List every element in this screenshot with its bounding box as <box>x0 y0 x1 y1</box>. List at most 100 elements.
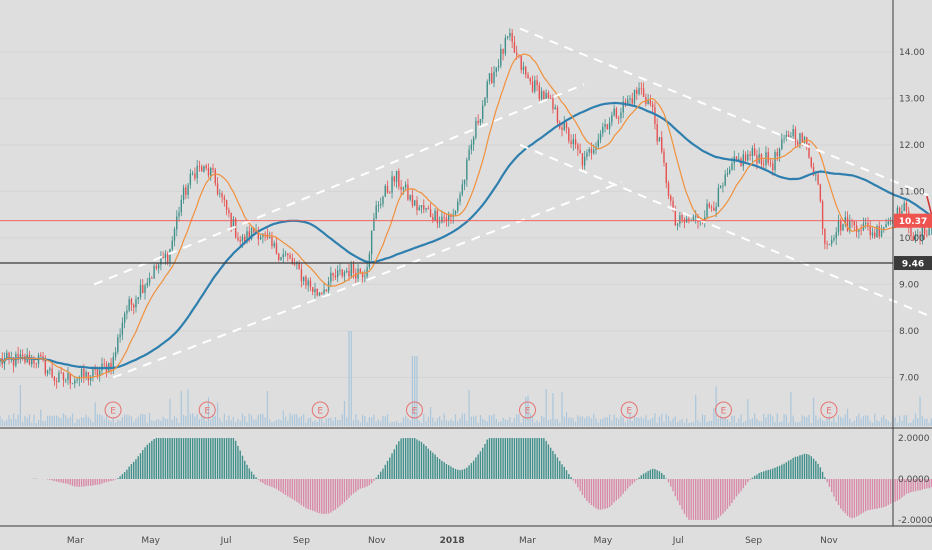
oscillator-bar <box>794 456 797 479</box>
volume-bar <box>402 417 404 426</box>
candle-body <box>561 127 563 130</box>
candle-body <box>223 197 226 200</box>
volume-bar <box>253 419 255 426</box>
candle-body <box>801 133 803 143</box>
candle-body <box>200 166 203 172</box>
volume-bar <box>198 419 201 426</box>
candle-body <box>672 200 674 210</box>
volume-bar <box>923 418 926 426</box>
volume-bar <box>219 418 221 426</box>
oscillator-bar <box>629 479 631 487</box>
candle-body <box>352 264 355 273</box>
volume-bar <box>905 415 908 426</box>
oscillator-bar <box>117 478 119 479</box>
oscillator-bar <box>787 460 790 479</box>
volume-bar <box>330 417 332 426</box>
volume-bar <box>305 422 307 426</box>
volume-bar <box>178 422 180 426</box>
volume-bar <box>207 397 210 426</box>
candle-body <box>142 285 144 293</box>
candle-body <box>808 143 810 158</box>
candle-body <box>40 355 42 357</box>
volume-bar <box>407 418 409 426</box>
oscillator-bar <box>583 479 586 498</box>
oscillator-bar <box>89 479 92 486</box>
volume-bar <box>74 422 76 426</box>
last-price-label: 10.37 <box>899 217 927 227</box>
oscillator-bar <box>574 479 577 484</box>
oscillator-bar <box>701 479 704 520</box>
candle-body <box>282 254 284 258</box>
oscillator-bar <box>715 479 717 520</box>
oscillator-bar <box>876 479 878 509</box>
volume-bar <box>869 420 871 426</box>
volume-bar <box>781 421 783 426</box>
candle-body <box>661 137 663 152</box>
oscillator-bar <box>309 479 312 510</box>
oscillator-bar <box>169 438 171 479</box>
volume-bar <box>563 416 565 426</box>
volume-bar <box>44 420 46 426</box>
volume-bar <box>559 422 561 426</box>
oscillator-bar <box>538 438 541 479</box>
volume-bar <box>128 414 130 426</box>
volume-bar <box>556 419 559 426</box>
oscillator-bar <box>51 479 53 481</box>
volume-bar <box>135 418 137 426</box>
volume-bar <box>436 418 438 426</box>
oscillator-bar <box>647 470 649 479</box>
volume-bar <box>856 416 858 426</box>
oscillator-bar <box>593 479 595 507</box>
volume-bar <box>513 417 516 426</box>
oscillator-bar <box>674 479 677 497</box>
oscillator-bar <box>581 479 584 495</box>
oscillator-bar <box>375 477 377 479</box>
volume-bar <box>382 415 384 426</box>
oscillator-bar <box>185 438 187 479</box>
candle-body <box>581 153 584 166</box>
candle-body <box>457 201 459 211</box>
volume-bar <box>565 411 568 426</box>
candle-body <box>302 276 305 282</box>
candle-body <box>198 166 201 168</box>
oscillator-bar <box>191 438 194 479</box>
oscillator-bar <box>198 438 201 479</box>
candle-body <box>359 268 362 273</box>
candle-body <box>92 369 94 377</box>
candle-body <box>842 224 844 231</box>
volume-bar <box>486 421 488 426</box>
oscillator-bar <box>724 479 726 512</box>
oscillator-bar <box>672 479 674 492</box>
oscillator-bar <box>819 467 822 479</box>
candle-body <box>389 192 391 194</box>
oscillator-bar <box>207 438 210 479</box>
candle-body <box>849 220 851 232</box>
volume-bar <box>713 408 715 426</box>
candle-body <box>409 195 411 200</box>
oscillator-bar <box>386 460 389 479</box>
volume-bar <box>368 417 370 426</box>
earnings-marker <box>198 401 216 419</box>
oscillator-bar <box>908 479 910 494</box>
oscillator-bar <box>112 479 115 481</box>
volume-bar <box>926 418 928 426</box>
candle-body <box>749 154 751 156</box>
time-tick-label: Sep <box>745 536 762 546</box>
volume-bar <box>454 414 457 426</box>
candle-body <box>416 200 418 211</box>
candle-body <box>402 187 405 190</box>
candle-body <box>647 100 649 105</box>
oscillator-bar <box>368 479 371 486</box>
volume-bar <box>133 421 135 426</box>
volume-bar <box>749 419 751 426</box>
candle-body <box>182 187 185 200</box>
volume-bar <box>210 419 212 426</box>
volume-bar <box>509 417 511 426</box>
volume-bar <box>593 413 595 426</box>
oscillator-bar <box>364 479 366 488</box>
candle-body <box>821 201 824 229</box>
volume-bar <box>266 391 269 426</box>
oscillator-bar <box>472 460 475 479</box>
